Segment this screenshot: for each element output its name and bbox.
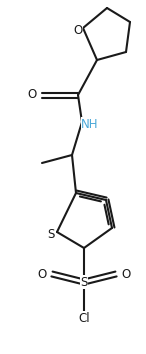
Text: O: O	[121, 268, 131, 280]
Text: S: S	[80, 275, 88, 289]
Text: Cl: Cl	[78, 312, 90, 325]
Text: S: S	[47, 228, 55, 240]
Text: NH: NH	[81, 118, 99, 131]
Text: O: O	[73, 23, 83, 36]
Text: O: O	[27, 88, 37, 102]
Text: O: O	[37, 268, 47, 280]
